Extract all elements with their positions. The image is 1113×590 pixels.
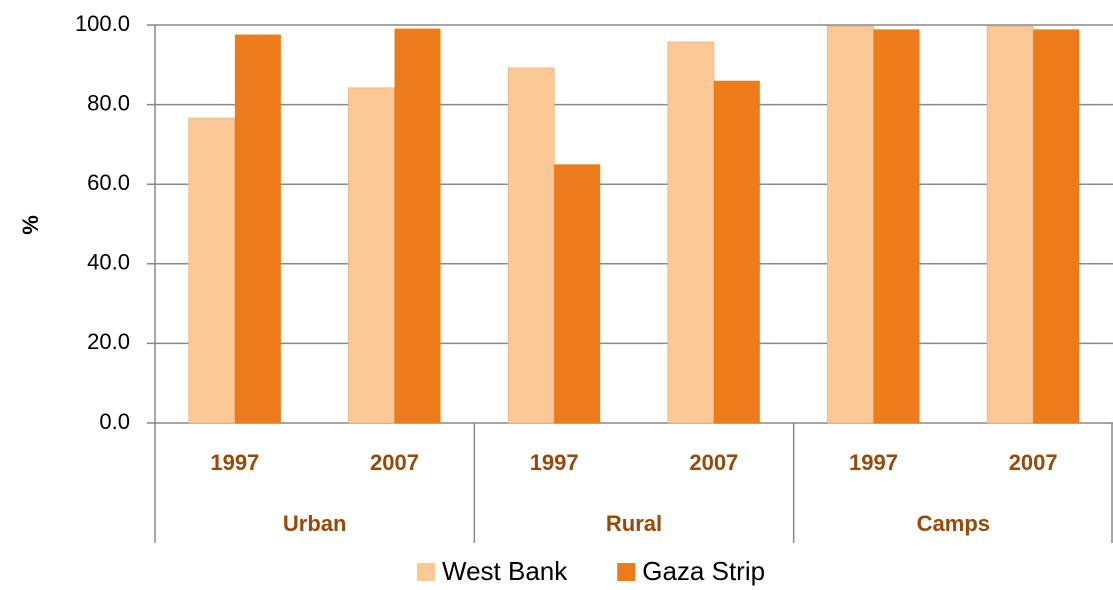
y-tick-label: 20.0	[87, 329, 130, 354]
legend-swatch	[617, 563, 636, 581]
y-tick-label: 60.0	[87, 170, 130, 195]
bar	[713, 80, 760, 423]
x-tick-label: 2007	[689, 450, 738, 475]
group-label: Rural	[606, 511, 662, 536]
bar	[667, 41, 715, 424]
y-axis-label: %	[18, 215, 43, 235]
bar	[507, 67, 555, 424]
bar	[554, 164, 601, 424]
y-tick-label: 80.0	[87, 90, 130, 115]
bar	[986, 25, 1034, 424]
bar	[827, 25, 874, 424]
bar	[188, 117, 236, 424]
y-tick-label: 40.0	[87, 250, 130, 275]
x-tick-label: 1997	[210, 450, 259, 475]
bar	[394, 28, 441, 423]
bar	[1033, 29, 1080, 424]
group-label: Urban	[283, 511, 347, 536]
x-tick-label: 2007	[1009, 450, 1058, 475]
x-tick-label: 1997	[530, 450, 579, 475]
x-tick-label: 2007	[370, 450, 419, 475]
legend-label: Gaza Strip	[642, 556, 765, 586]
bar	[348, 87, 395, 424]
group-label: Camps	[917, 511, 990, 536]
x-tick-label: 1997	[849, 450, 898, 475]
legend-swatch	[417, 563, 435, 581]
bar	[234, 34, 281, 423]
y-tick-label: 100.0	[75, 11, 130, 36]
bar	[873, 29, 920, 424]
y-tick-label: 0.0	[99, 409, 130, 434]
legend-label: West Bank	[442, 556, 568, 586]
